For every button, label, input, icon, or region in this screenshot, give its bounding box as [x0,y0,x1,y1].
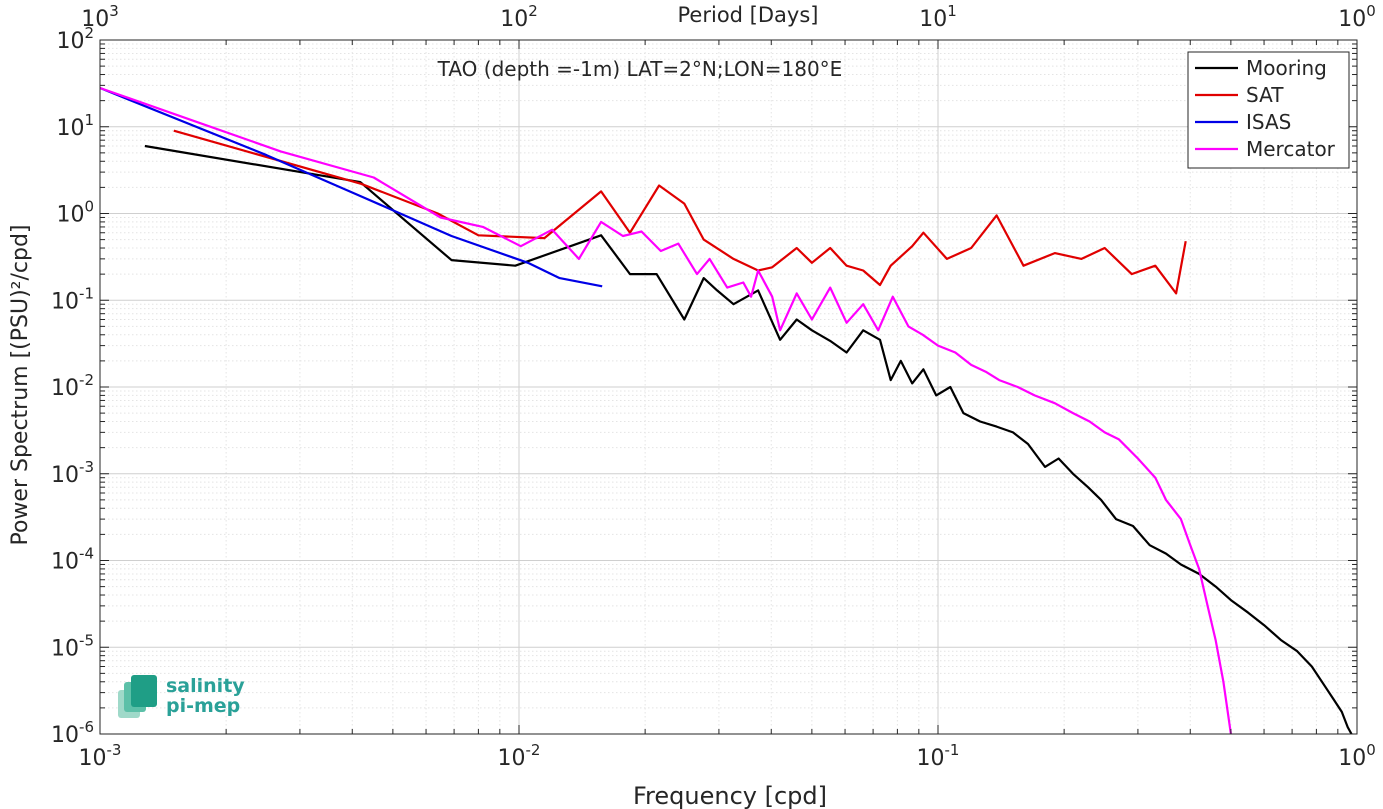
y-tick-label: 100 [56,198,94,228]
y-tick-label-base: 10 [51,636,79,661]
x-tick-label-base: 10 [498,746,526,771]
y-tick-label-exponent: 2 [84,24,94,42]
top-x-tick-label: 101 [919,2,957,32]
tick-marks [99,40,1357,735]
top-x-tick-label-exponent: 3 [109,2,119,20]
top-x-tick-label-base: 10 [81,7,109,32]
x-axis-label: Frequency [cpd] [633,782,827,809]
x-tick-label-base: 10 [1338,746,1366,771]
y-tick-label-exponent: -6 [79,718,94,736]
x-tick-label-base: 10 [917,746,945,771]
y-tick-label-base: 10 [56,116,84,141]
y-tick-label: 10-2 [51,371,94,401]
y-tick-label-exponent: 1 [84,111,94,129]
y-tick-label-base: 10 [51,463,79,488]
x-tick-label: 100 [1338,741,1376,771]
y-tick-label-exponent: -1 [79,284,94,302]
y-tick-label-exponent: 0 [84,198,94,216]
top-x-tick-label: 103 [81,2,119,32]
logo-text-pimep: pi-mep [166,695,240,717]
legend-label-mooring: Mooring [1246,56,1327,80]
series-line-mercator [100,86,1232,734]
legend-label-mercator: Mercator [1246,137,1336,161]
legend: Mooring SAT ISAS Mercator [1187,51,1350,169]
y-tick-label: 102 [56,24,94,54]
y-tick-label-base: 10 [56,203,84,228]
top-x-tick-label-base: 10 [1338,7,1366,32]
top-x-tick-label: 100 [1338,2,1376,32]
pimep-logo: salinity pi-mep [118,675,245,718]
y-tick-label: 10-6 [51,718,94,748]
top-axis-label: Period [Days] [678,3,819,27]
x-tick-label: 10-2 [498,741,541,771]
series-line-isas [100,86,603,288]
y-tick-label-base: 10 [51,289,79,314]
top-x-tick-label-base: 10 [919,7,947,32]
y-axis-label: Power Spectrum [(PSU)²/cpd] [8,224,33,545]
y-tick-label-exponent: -5 [79,631,94,649]
top-x-tick-label: 102 [500,2,538,32]
x-tick-label-exponent: 0 [1366,741,1376,759]
y-tick-label: 101 [56,111,94,141]
y-tick-label: 10-4 [51,545,94,575]
logo-text-salinity: salinity [166,675,245,697]
top-x-tick-label-exponent: 0 [1366,2,1376,20]
logo-wave-front [131,675,157,707]
y-tick-label: 10-5 [51,631,94,661]
x-tick-label-exponent: -1 [945,741,960,759]
legend-label-sat: SAT [1246,83,1284,107]
y-tick-label-exponent: -3 [79,458,94,476]
series-line-mooring [144,144,1353,734]
top-x-tick-label-base: 10 [500,7,528,32]
chart-title: TAO (depth =-1m) LAT=2°N;LON=180°E [437,57,843,81]
series-line-sat [173,129,1187,295]
top-x-tick-label-exponent: 2 [528,2,538,20]
x-tick-label-exponent: -3 [107,741,122,759]
y-tick-label-base: 10 [51,550,79,575]
x-tick-label-base: 10 [79,746,107,771]
y-tick-label-base: 10 [51,376,79,401]
logo-mark [118,675,157,718]
x-tick-label-exponent: -2 [526,741,541,759]
y-tick-label-exponent: -2 [79,371,94,389]
top-x-tick-label-exponent: 1 [947,2,957,20]
grid-lines [99,40,1357,735]
y-tick-label-exponent: -4 [79,545,94,563]
legend-label-isas: ISAS [1246,110,1291,134]
y-tick-label-base: 10 [56,29,84,54]
x-tick-label: 10-1 [917,741,960,771]
series-group [100,86,1353,734]
y-tick-label-base: 10 [51,723,79,748]
x-tick-label: 10-3 [79,741,122,771]
y-tick-label: 10-1 [51,284,94,314]
y-tick-label: 10-3 [51,458,94,488]
